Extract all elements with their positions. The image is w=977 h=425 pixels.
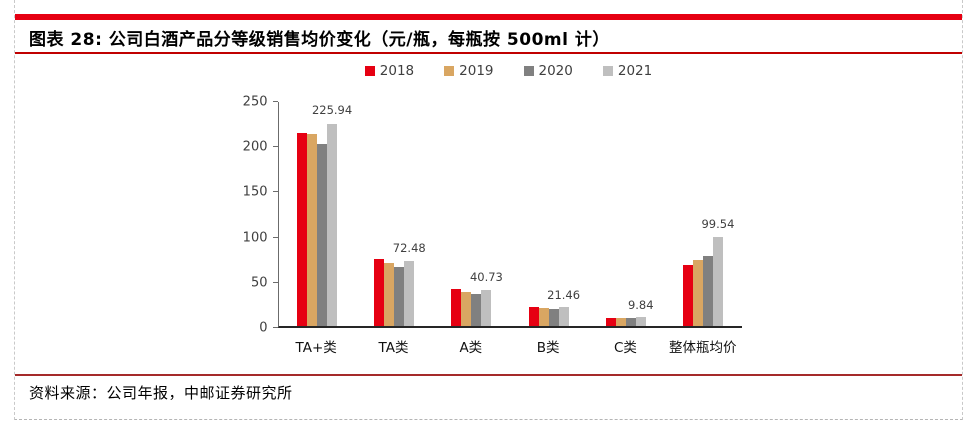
legend-label-2018: 2018: [379, 63, 415, 79]
legend-item-2021: 2021: [602, 63, 653, 79]
bar-2019-B类: [538, 308, 549, 326]
figure-title: 图表 28: 公司白酒产品分等级销售均价变化（元/瓶，每瓶按 500ml 计）: [29, 29, 610, 50]
bar-2018-TA类: [374, 259, 385, 326]
bar-2021-TA类: [404, 261, 415, 326]
figure-title-row: 图表 28: 公司白酒产品分等级销售均价变化（元/瓶，每瓶按 500ml 计）: [15, 22, 962, 52]
bar-2021-整体瓶均价: [712, 236, 723, 326]
chart-card: 2018 2019 2020 2021 0 50 100 150 200 250 225.94 7…: [15, 58, 962, 356]
x-label-B类: B类: [536, 340, 560, 356]
legend-item-2019: 2019: [444, 63, 494, 79]
legend-item-2018: 2018: [364, 63, 415, 79]
bar-group-B类: 21.46: [510, 102, 587, 326]
title-rule: [15, 52, 962, 54]
y-tick-label-100: 100: [242, 230, 268, 246]
y-tick-label-250: 250: [242, 94, 268, 110]
y-tick-mark-200: [272, 146, 278, 148]
top-red-bar: [15, 14, 962, 20]
bar-2018-A类: [451, 289, 462, 326]
x-label-C类: C类: [614, 340, 637, 356]
legend-label-2019: 2019: [459, 63, 494, 79]
bar-group-C类: 9.84: [587, 102, 664, 326]
y-tick-label-150: 150: [242, 184, 268, 200]
y-tick-label-0: 0: [259, 320, 268, 336]
legend-label-2021: 2021: [617, 63, 653, 79]
bar-2021-C类: [635, 317, 646, 326]
y-tick-mark-150: [272, 191, 278, 193]
bar-2019-TA+类: [307, 134, 318, 326]
x-label-TA+类: TA+类: [295, 340, 337, 356]
bar-group-整体瓶均价: 99.54: [664, 102, 741, 326]
chart-legend: 2018 2019 2020 2021: [15, 60, 962, 82]
bar-2019-C类: [615, 318, 626, 326]
x-label-TA类: TA类: [378, 340, 409, 356]
y-tick-mark-100: [272, 236, 278, 238]
x-axis-labels: TA+类 TA类 A类 B类 C类 整体瓶均价: [278, 336, 742, 356]
plot-area: 225.94 72.48 40.73 21.46 9.84 99.54: [277, 102, 742, 328]
bar-group-TA+类: 225.94: [279, 102, 356, 326]
y-tick-mark-250: [272, 101, 278, 102]
bar-2018-整体瓶均价: [682, 265, 693, 326]
data-label-TA类: 72.48: [392, 241, 426, 256]
legend-item-2020: 2020: [523, 63, 573, 79]
plot-row: 0 50 100 150 200 250 225.94 72.48 40.73 21.46 9.8…: [15, 95, 962, 336]
legend-swatch-2020: [523, 66, 534, 76]
legend-swatch-2018: [364, 66, 375, 76]
source-row: 资料来源：公司年报，中邮证券研究所: [15, 382, 962, 403]
data-label-整体瓶均价: 99.54: [701, 217, 735, 232]
y-axis: 0 50 100 150 200 250: [236, 95, 278, 336]
source-rule: [15, 374, 962, 376]
x-axis: TA+类 TA类 A类 B类 C类 整体瓶均价: [15, 336, 962, 356]
bar-group-A类: 40.73: [433, 102, 510, 326]
y-tick-mark-0: [272, 327, 278, 328]
source-text: 资料来源：公司年报，中邮证券研究所: [29, 384, 293, 402]
bar-2019-整体瓶均价: [692, 259, 703, 326]
bar-2018-C类: [605, 317, 616, 326]
data-label-TA+类: 225.94: [311, 102, 353, 117]
legend-swatch-2021: [602, 66, 613, 76]
bar-2021-B类: [558, 306, 569, 326]
data-label-C类: 9.84: [627, 298, 654, 313]
y-tick-mark-50: [272, 281, 278, 283]
legend-label-2020: 2020: [538, 63, 573, 79]
bar-2021-TA+类: [327, 123, 338, 326]
y-tick-label-200: 200: [242, 139, 268, 155]
bar-2018-B类: [528, 307, 539, 326]
bar-2019-TA类: [384, 263, 395, 326]
bar-2019-A类: [461, 291, 472, 326]
bar-group-TA类: 72.48: [356, 102, 433, 326]
bar-2018-TA+类: [297, 132, 308, 326]
data-label-A类: 40.73: [469, 270, 503, 285]
data-label-B类: 21.46: [547, 287, 581, 302]
y-tick-label-50: 50: [250, 275, 268, 291]
bar-2020-B类: [548, 308, 559, 326]
x-label-整体瓶均价: 整体瓶均价: [669, 340, 737, 356]
x-label-A类: A类: [459, 340, 483, 356]
bar-2020-C类: [625, 318, 636, 326]
bar-2021-A类: [481, 289, 492, 326]
bar-2020-整体瓶均价: [702, 255, 713, 326]
legend-swatch-2019: [444, 66, 455, 76]
bar-2020-A类: [471, 293, 482, 326]
bar-2020-TA+类: [317, 144, 328, 326]
figure-frame: 图表 28: 公司白酒产品分等级销售均价变化（元/瓶，每瓶按 500ml 计） …: [14, 0, 963, 420]
bar-2020-TA类: [394, 266, 405, 326]
